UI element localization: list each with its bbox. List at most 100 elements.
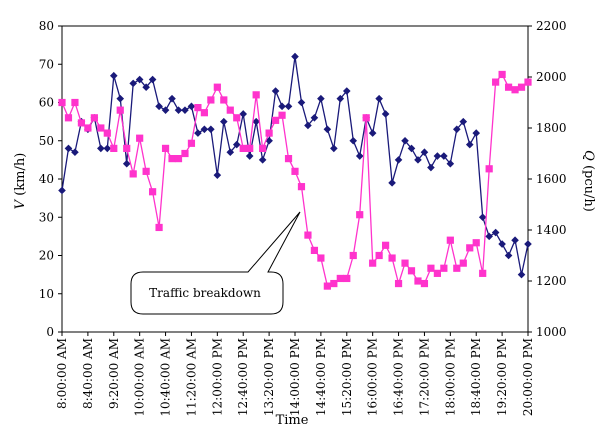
flow-point	[155, 223, 163, 232]
speed-point	[187, 102, 196, 111]
left-tick-label: 50	[39, 134, 54, 148]
speed-point	[317, 94, 325, 103]
speed-point	[459, 117, 468, 126]
flow-point	[84, 124, 92, 132]
flow-point	[517, 83, 526, 91]
callout-bubble	[130, 211, 301, 315]
x-tick-label: 10:40:00 AM	[159, 338, 173, 417]
speed-point	[297, 98, 306, 107]
speed-point	[284, 102, 293, 111]
speed-point	[181, 106, 189, 114]
flow-point	[297, 183, 306, 191]
flow-point	[142, 167, 150, 175]
speed-point	[414, 156, 422, 164]
x-tick-label: 18:00:00 PM	[443, 338, 457, 416]
flow-point	[356, 211, 364, 219]
speed-point	[491, 228, 500, 237]
speed-point	[323, 125, 332, 134]
speed-point	[71, 148, 79, 157]
flow-point	[291, 167, 299, 175]
flow-point	[369, 259, 377, 267]
speed-point	[64, 144, 73, 153]
flow-point	[388, 254, 396, 262]
flow-point	[246, 144, 254, 152]
flow-point	[187, 139, 196, 147]
speed-point	[122, 159, 131, 168]
right-axis-symbol: Q	[581, 150, 596, 161]
speed-point	[174, 106, 183, 114]
flow-point	[71, 98, 79, 107]
flow-point	[110, 144, 118, 152]
x-tick-label: 20:00:00 PM	[521, 338, 535, 416]
flow-point	[375, 251, 383, 260]
left-tick-label: 20	[39, 249, 54, 263]
x-tick-label: 8:00:00 AM	[55, 338, 69, 409]
flow-point	[485, 165, 493, 173]
flow-point	[349, 251, 357, 260]
x-tick-label: 16:00:00 PM	[366, 338, 380, 416]
speed-point	[427, 163, 435, 172]
flow-point	[317, 254, 325, 262]
flow-point	[433, 269, 441, 277]
flow-point	[310, 246, 319, 254]
speed-point	[232, 140, 241, 149]
callout-text: Traffic breakdown	[149, 286, 261, 300]
speed-point	[498, 240, 506, 248]
flow-point	[174, 155, 183, 163]
speed-point	[401, 136, 409, 145]
speed-point	[355, 152, 364, 160]
flow-point	[213, 83, 221, 91]
x-tick-label: 16:40:00 PM	[392, 338, 406, 416]
flow-point	[239, 144, 247, 152]
x-axis-title: Time	[276, 413, 309, 428]
speed-point	[446, 159, 455, 168]
left-tick-label: 10	[39, 287, 54, 301]
speed-point	[336, 94, 345, 103]
x-tick-label: 10:00:00 AM	[133, 338, 147, 417]
flow-point	[168, 155, 176, 163]
speed-point	[129, 79, 137, 88]
flow-point	[446, 236, 454, 244]
flow-point	[472, 239, 480, 247]
flow-point	[323, 282, 331, 290]
left-axis-title: V (km/h)	[13, 153, 28, 210]
speed-point	[252, 117, 260, 126]
flow-point	[259, 144, 267, 152]
flow-point	[427, 264, 435, 272]
flow-point	[271, 116, 280, 124]
speed-point	[407, 144, 416, 153]
flow-point	[466, 244, 474, 252]
flow-point	[252, 91, 260, 99]
speed-point	[142, 83, 150, 91]
speed-point	[109, 71, 118, 80]
right-axis-unit: (pcu/h)	[581, 161, 596, 212]
speed-point	[213, 171, 222, 179]
speed-point	[168, 94, 176, 103]
right-tick-label: 1800	[536, 121, 567, 135]
speed-point	[265, 136, 273, 145]
speed-point	[304, 121, 312, 130]
speed-point	[368, 129, 377, 137]
speed-point	[420, 148, 429, 157]
series-layer	[58, 52, 532, 290]
speed-point	[271, 87, 280, 95]
flow-point	[453, 264, 461, 272]
x-tick-label: 15:20:00 PM	[340, 338, 354, 416]
flow-point	[58, 98, 66, 107]
flow-point	[382, 241, 390, 249]
flow-point	[498, 70, 506, 79]
flow-point	[459, 259, 467, 267]
flow-point	[129, 170, 137, 178]
flow-point	[194, 104, 202, 112]
right-tick-label: 1600	[536, 172, 567, 186]
x-tick-label: 14:00:00 PM	[288, 338, 302, 416]
speed-point	[155, 102, 163, 111]
left-tick-label: 70	[39, 57, 54, 71]
flow-point	[330, 279, 338, 288]
speed-point	[504, 251, 513, 260]
speed-point	[200, 125, 209, 134]
x-tick-label: 17:20:00 PM	[417, 338, 431, 416]
flow-point	[200, 109, 208, 117]
flow-point	[504, 83, 513, 91]
speed-point	[394, 156, 403, 164]
